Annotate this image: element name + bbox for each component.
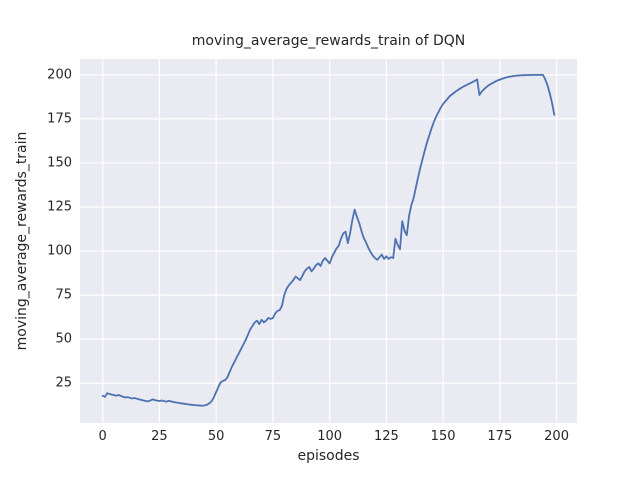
y-tick-label: 125 <box>47 199 72 215</box>
y-tick-label: 50 <box>55 331 72 347</box>
x-tick-label: 125 <box>373 429 399 444</box>
x-tick-label: 200 <box>544 429 569 444</box>
x-tick-label: 175 <box>487 429 513 444</box>
y-tick-label: 75 <box>55 287 72 303</box>
y-tick-label: 25 <box>55 375 72 391</box>
x-tick-label: 100 <box>317 429 343 444</box>
y-tick-label: 100 <box>47 243 72 259</box>
x-axis-label: episodes <box>297 448 360 464</box>
reward-curve <box>101 73 556 407</box>
plot-area <box>80 59 577 423</box>
x-tick-label: 0 <box>98 429 107 444</box>
x-tick-label: 75 <box>264 429 282 444</box>
y-tick-label: 200 <box>47 67 72 83</box>
x-tick-label: 50 <box>207 429 225 444</box>
y-tick-label: 150 <box>47 155 72 171</box>
chart-title: moving_average_rewards_train of DQN <box>191 33 466 49</box>
x-tick-label: 150 <box>430 429 456 444</box>
y-tick-label: 175 <box>47 111 72 127</box>
x-tick-label: 25 <box>151 429 168 444</box>
line-chart-canvas <box>80 59 577 423</box>
